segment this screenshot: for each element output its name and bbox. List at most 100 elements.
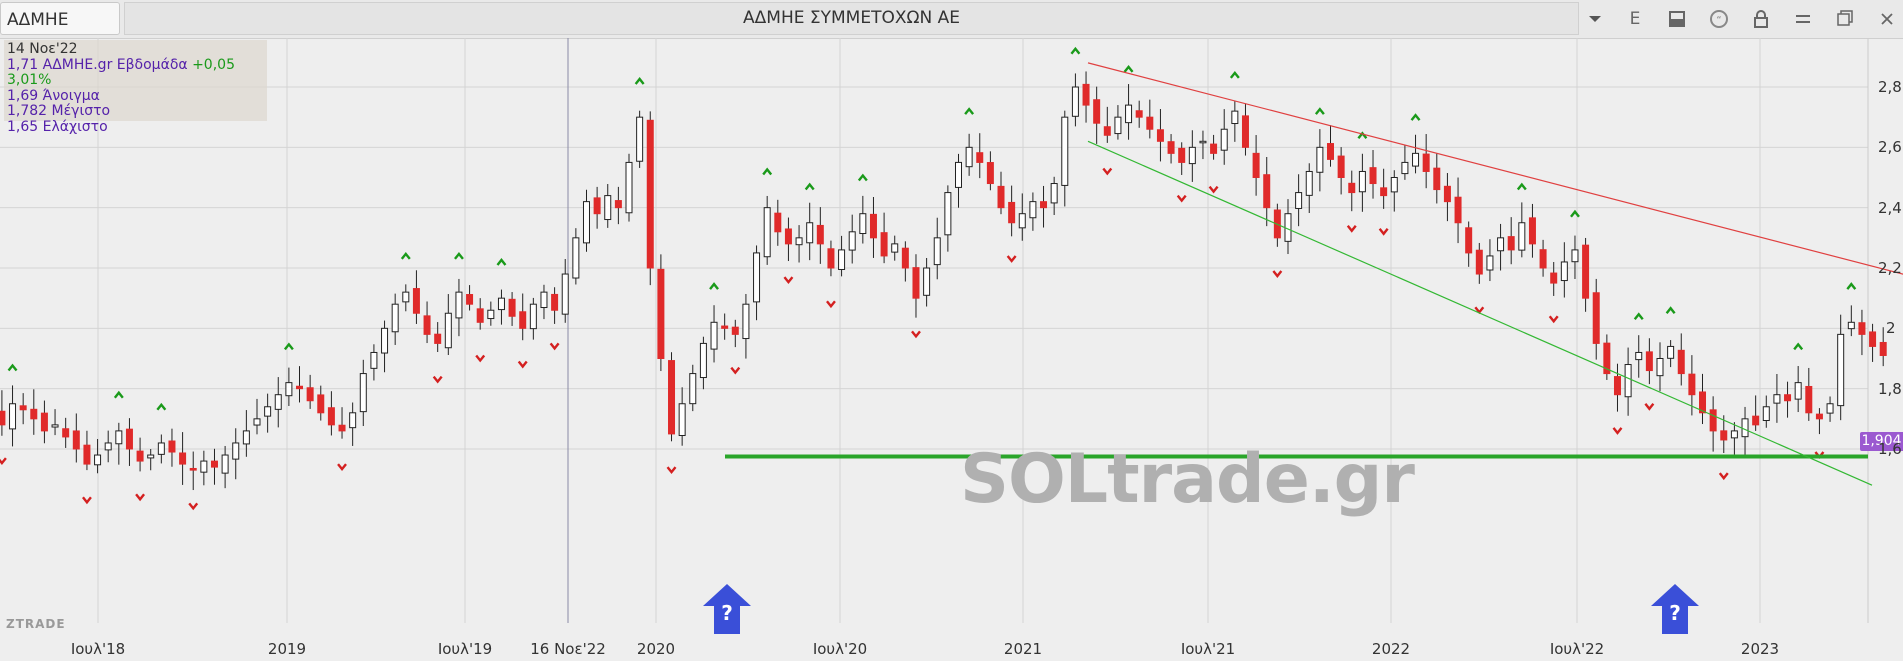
swing-low-marker — [475, 354, 486, 363]
candle — [1305, 163, 1313, 214]
candle — [1178, 142, 1186, 175]
candle — [838, 235, 846, 277]
close-icon[interactable] — [1874, 6, 1900, 32]
candle — [795, 225, 803, 263]
candle — [1241, 103, 1249, 156]
candle — [551, 287, 559, 324]
candle — [349, 402, 357, 446]
svg-text:?: ? — [1669, 601, 1681, 625]
candle — [1539, 239, 1547, 277]
swing-low-marker — [1102, 167, 1113, 176]
candle — [1762, 395, 1770, 428]
letter-e-icon[interactable]: E — [1622, 6, 1648, 32]
candle — [210, 448, 218, 485]
candle — [1029, 192, 1037, 231]
swing-low-marker — [549, 342, 560, 351]
chevron-down-icon[interactable] — [1582, 6, 1608, 32]
x-tick-label: 16 Νοε'22 — [530, 640, 606, 658]
swing-low-marker — [1644, 403, 1655, 411]
quote-icon[interactable]: “ — [1706, 6, 1732, 32]
x-tick-label: Ιουλ'18 — [70, 640, 126, 658]
candle — [1752, 395, 1760, 431]
candle — [816, 207, 824, 264]
candle — [62, 417, 70, 448]
svg-text:“: “ — [1716, 15, 1721, 26]
swing-high-marker — [1570, 209, 1580, 218]
candle — [1837, 314, 1845, 421]
candle — [19, 393, 27, 425]
candle — [1465, 221, 1473, 267]
swing-high-marker — [1665, 306, 1676, 314]
candle — [1103, 106, 1111, 143]
candle — [476, 298, 484, 330]
candle — [923, 257, 931, 307]
swing-low-marker — [1378, 228, 1389, 236]
signal-arrow-icon: ? — [1651, 584, 1699, 634]
candle — [1327, 125, 1335, 167]
candle — [1433, 153, 1441, 204]
menu-icon[interactable] — [1790, 6, 1816, 32]
candle — [1390, 170, 1398, 212]
candle — [40, 400, 48, 444]
swing-high-marker — [1846, 282, 1857, 290]
candle — [1167, 134, 1175, 164]
candle — [1805, 367, 1813, 421]
window-toolbar: ΑΔΜΗΕ ΑΔΜΗΕ ΣΥΜΜΕΤΟΧΩΝ ΑΕ E “ — [0, 0, 1903, 39]
restore-window-icon[interactable] — [1832, 6, 1858, 32]
candle — [51, 409, 59, 436]
x-tick-label: Ιουλ'21 — [1180, 640, 1236, 658]
candles — [0, 71, 1887, 491]
candle — [519, 293, 527, 341]
panel-icon[interactable] — [1664, 6, 1690, 32]
candle — [1571, 235, 1579, 279]
swing-low-marker — [1176, 194, 1187, 203]
candle — [423, 301, 431, 344]
candle — [1061, 110, 1069, 207]
y-tick-label: 2,8 — [1878, 78, 1902, 96]
candle — [1231, 101, 1239, 142]
swing-high-marker — [964, 107, 975, 115]
signal-arrow-icon: ? — [703, 584, 751, 634]
candle — [200, 450, 208, 486]
candle — [965, 133, 973, 176]
candle — [742, 293, 750, 359]
symbol-input[interactable]: ΑΔΜΗΕ — [0, 2, 120, 35]
swing-low-marker — [1612, 427, 1623, 435]
swing-low-marker — [517, 360, 528, 369]
swing-low-marker — [1208, 185, 1219, 194]
candle — [434, 322, 442, 353]
candle — [306, 374, 314, 409]
candle — [296, 366, 304, 403]
candle — [83, 430, 91, 471]
candle — [1337, 147, 1345, 195]
candle — [1263, 156, 1271, 227]
svg-text:?: ? — [721, 601, 733, 625]
candle — [657, 254, 665, 372]
candle — [880, 212, 888, 264]
candlestick-chart[interactable]: ?? — [0, 38, 1903, 661]
candle — [1454, 177, 1462, 244]
candle — [253, 398, 261, 435]
candle — [1358, 153, 1366, 212]
x-tick-label: Ιουλ'22 — [1549, 640, 1605, 658]
candle — [1486, 239, 1494, 282]
candle — [646, 111, 654, 286]
lock-icon[interactable] — [1748, 6, 1774, 32]
candle — [678, 387, 686, 446]
candle — [689, 364, 697, 412]
candle — [1720, 415, 1728, 454]
candle — [997, 171, 1005, 215]
y-tick-label: 1,8 — [1878, 379, 1902, 398]
swing-high-marker — [454, 252, 464, 260]
candle — [1560, 242, 1568, 298]
info-change: +0,05 3,01% — [7, 56, 235, 88]
candle — [1210, 134, 1218, 160]
signal-arrows: ?? — [703, 584, 1699, 634]
candle — [699, 336, 707, 390]
candle — [933, 217, 941, 280]
candle — [1199, 130, 1207, 160]
swing-low-marker — [1474, 306, 1485, 315]
candle — [402, 284, 410, 312]
candle — [412, 270, 420, 324]
candle — [232, 428, 240, 480]
